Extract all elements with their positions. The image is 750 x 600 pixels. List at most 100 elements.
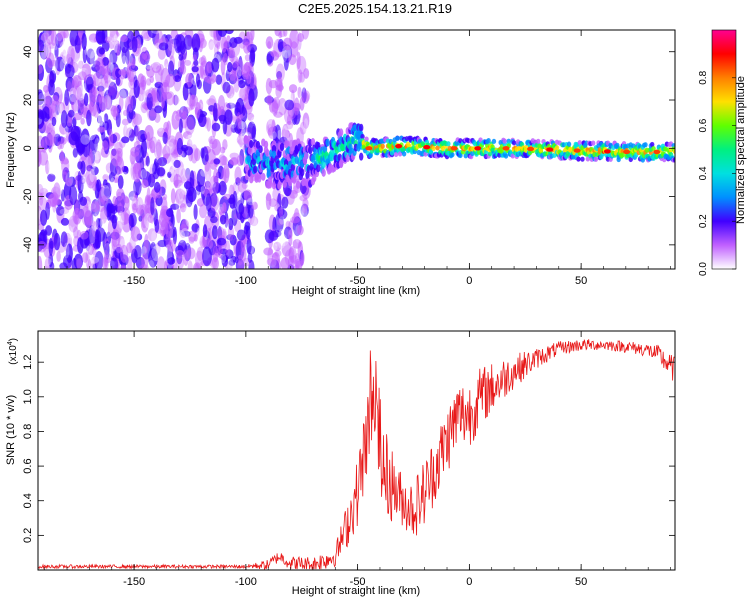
spectrogram-cell <box>286 114 292 126</box>
colorbar-gradient <box>712 30 736 269</box>
spectrogram-cell <box>86 109 92 127</box>
spectrogram-cell <box>128 213 137 228</box>
spectrogram-cell <box>186 114 196 130</box>
spectrogram-cell <box>177 182 185 202</box>
spectrogram-cell <box>265 148 270 157</box>
spectrogram-cell <box>191 223 200 233</box>
spectrogram-cell <box>316 164 321 173</box>
spectrogram-cell <box>59 58 65 71</box>
spectrogram-cell <box>195 73 201 87</box>
spectrogram-cell <box>197 233 204 241</box>
spectrogram-cell <box>243 61 253 72</box>
spectrogram-cell <box>271 131 277 139</box>
spectrogram-cell <box>216 237 227 246</box>
spectrogram-cell <box>287 255 295 269</box>
colorbar-tick-label: 0.0 <box>698 262 709 276</box>
spectrogram-cell <box>182 110 187 120</box>
spectrogram-cell <box>167 239 177 252</box>
spectrogram-cell <box>62 158 69 165</box>
spectrogram-cell <box>273 111 283 118</box>
spectrogram-cell <box>288 84 298 94</box>
snr-x-axis-label: Height of straight line (km) <box>292 585 420 597</box>
spectrogram-cell <box>60 189 66 202</box>
spectrogram-cell <box>60 217 70 226</box>
spectrogram-cell <box>212 102 218 122</box>
spectrogram-cell <box>239 84 250 101</box>
spectrogram-cell <box>111 215 117 230</box>
spectrogram-cell <box>236 69 243 80</box>
spectrogram-y-axis-label: Frequency (Hz) <box>5 112 17 188</box>
spectrogram-cell <box>151 61 162 74</box>
spectrogram-cell <box>72 207 82 225</box>
spectrogram-cell <box>106 30 116 42</box>
spectrogram-cell <box>44 257 50 269</box>
spectrogram-cell <box>199 62 204 80</box>
spectrogram-cell <box>50 207 56 218</box>
spectrogram-cell <box>132 203 137 211</box>
spectrogram-cell <box>204 121 210 140</box>
spectrogram-cell <box>218 180 227 196</box>
spectrogram-cell <box>210 216 218 224</box>
spectrogram-cell <box>236 154 243 167</box>
spectrogram-cell <box>148 107 157 121</box>
snr-x-tick-label: -100 <box>235 576 257 588</box>
spectrogram-cell <box>173 94 179 106</box>
spectrogram-cell <box>86 48 96 65</box>
spectrogram-cell <box>38 240 47 253</box>
spectrogram-cell <box>168 165 176 183</box>
spectrogram-cell <box>175 113 181 121</box>
spectrogram-cell <box>219 214 227 225</box>
spectrogram-cell <box>278 228 285 241</box>
spectrogram-cell <box>167 171 172 178</box>
spectrogram-cell <box>274 30 281 37</box>
spectrogram-peak <box>527 146 535 152</box>
spectrogram-cell <box>299 96 305 111</box>
spectrogram-cell <box>129 151 136 165</box>
spectrogram-cell <box>80 117 85 125</box>
spectrogram-cell <box>170 203 180 210</box>
spectrogram-cell <box>192 54 197 62</box>
spectrogram-cell <box>301 74 306 93</box>
spectrogram-cell <box>273 241 282 252</box>
colorbar-tick-label: 0.2 <box>698 214 709 228</box>
spectrogram-cell <box>209 175 219 196</box>
spectrogram-cell <box>179 93 184 113</box>
spectrogram-cell <box>55 181 64 195</box>
spectrogram-cell <box>236 58 244 77</box>
spectrogram-cell <box>295 180 301 189</box>
spectrogram-cell <box>138 184 145 205</box>
spectrogram-cell <box>237 181 247 193</box>
spectrogram-cell <box>163 240 172 248</box>
spectrogram-cell <box>155 139 162 158</box>
spectrogram-cell <box>302 112 310 129</box>
spectrogram-cell <box>246 238 252 255</box>
spectrogram-cell <box>395 135 400 141</box>
spectrogram-cell <box>112 195 117 207</box>
spectrogram-cell <box>194 148 201 162</box>
spectrogram-cell <box>140 75 147 88</box>
colorbar-tick-label: 0.8 <box>698 70 709 84</box>
spectrogram-cell <box>166 154 176 174</box>
spectrogram-cell <box>238 88 248 101</box>
spectrogram-cell <box>144 124 154 142</box>
spectrogram-cell <box>672 148 675 155</box>
spectrogram-cell <box>261 172 266 181</box>
spectrogram-cell <box>153 141 163 159</box>
spectrogram-cell <box>148 248 158 268</box>
spectrogram-cell <box>643 142 648 148</box>
spectrogram-cell <box>283 30 288 37</box>
spectrogram-cell <box>210 192 218 207</box>
spectrogram-cell <box>113 40 121 53</box>
spectrogram-cell <box>119 88 129 99</box>
spectrogram-cell <box>61 156 70 175</box>
spectrogram-cell <box>280 234 287 244</box>
spectrogram-cell <box>293 97 300 116</box>
spectrogram-cell <box>133 245 142 260</box>
spectrogram-cell <box>164 58 169 69</box>
spectrogram-cell <box>228 95 234 106</box>
snr-y-tick-label: 0.6 <box>22 458 34 473</box>
spectrogram-cell <box>149 110 157 117</box>
spectrogram-y-tick-label: 20 <box>22 94 34 106</box>
spectrogram-cell <box>183 181 192 190</box>
spectrogram-cell <box>299 121 307 135</box>
